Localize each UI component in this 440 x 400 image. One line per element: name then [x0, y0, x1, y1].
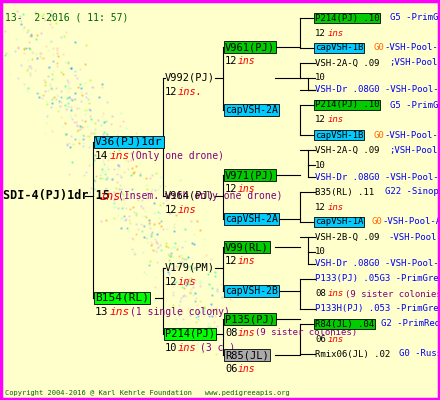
Text: B154(RL): B154(RL)	[95, 293, 149, 303]
Text: (9 sister colonies): (9 sister colonies)	[255, 328, 357, 338]
Text: ins: ins	[238, 364, 256, 374]
Text: capVSH-1B: capVSH-1B	[315, 130, 363, 140]
Text: ins: ins	[110, 307, 130, 317]
Text: 12: 12	[165, 205, 177, 215]
Text: G0: G0	[371, 218, 382, 226]
Text: ins: ins	[328, 334, 344, 344]
Text: 12: 12	[165, 87, 177, 97]
Text: VSH-2A-Q .09: VSH-2A-Q .09	[315, 58, 379, 68]
Text: ins.: ins.	[178, 87, 203, 97]
Text: V964(PJ): V964(PJ)	[165, 191, 215, 201]
Text: VSH-2B-Q .09: VSH-2B-Q .09	[315, 232, 379, 242]
Text: ins: ins	[328, 28, 344, 38]
Text: P214(PJ) .10: P214(PJ) .10	[315, 14, 379, 22]
Text: ins: ins	[328, 290, 344, 298]
Text: capVSH-2B: capVSH-2B	[225, 286, 278, 296]
Text: -VSH-Pool-AR: -VSH-Pool-AR	[388, 232, 440, 242]
Text: P214(PJ): P214(PJ)	[165, 329, 215, 339]
Text: P135(PJ): P135(PJ)	[225, 314, 275, 324]
Text: Rmix06(JL) .02: Rmix06(JL) .02	[315, 350, 390, 358]
Text: VSH-Dr .08G0 -VSH-Pool-AR: VSH-Dr .08G0 -VSH-Pool-AR	[315, 260, 440, 268]
Text: -VSH-Pool-AR: -VSH-Pool-AR	[382, 218, 440, 226]
Text: VSH-2A-Q .09: VSH-2A-Q .09	[315, 146, 379, 154]
Text: R84(JL) .04: R84(JL) .04	[315, 320, 374, 328]
Text: 12: 12	[315, 116, 326, 124]
Text: SDI-4(PJ)1dr 15: SDI-4(PJ)1dr 15	[3, 190, 110, 202]
Text: -VSH-Pool-AR: -VSH-Pool-AR	[384, 130, 440, 140]
Text: G0 -Russish: G0 -Russish	[399, 350, 440, 358]
Text: ins: ins	[178, 205, 197, 215]
Text: (9 sister colonies): (9 sister colonies)	[345, 290, 440, 298]
Text: 08: 08	[225, 328, 238, 338]
Text: ;VSH-Pool-AR: ;VSH-Pool-AR	[389, 146, 440, 154]
Text: ;VSH-Pool-AR: ;VSH-Pool-AR	[389, 58, 440, 68]
Text: ins: ins	[328, 202, 344, 212]
Text: ins: ins	[238, 184, 256, 194]
Text: ins: ins	[110, 151, 130, 161]
Text: ins: ins	[238, 256, 256, 266]
Text: (3 c.): (3 c.)	[200, 343, 235, 353]
Text: 10: 10	[315, 74, 326, 82]
Text: Copyright 2004-2016 @ Karl Kehrle Foundation   www.pedigreeapis.org: Copyright 2004-2016 @ Karl Kehrle Founda…	[5, 390, 290, 396]
Text: P214(PJ) .10: P214(PJ) .10	[315, 100, 379, 110]
Text: 14: 14	[95, 151, 109, 161]
Text: V992(PJ): V992(PJ)	[165, 73, 215, 83]
Text: P133(PJ) .05G3 -PrimGreen00: P133(PJ) .05G3 -PrimGreen00	[315, 274, 440, 284]
Text: (1 single colony): (1 single colony)	[130, 307, 230, 317]
Text: 12: 12	[225, 184, 238, 194]
Text: ins: ins	[238, 56, 256, 66]
Text: 12: 12	[225, 256, 238, 266]
Text: 13: 13	[95, 307, 109, 317]
Text: G5 -PrimGreen00: G5 -PrimGreen00	[390, 14, 440, 22]
Text: -VSH-Pool-AR: -VSH-Pool-AR	[384, 44, 440, 52]
Text: 10: 10	[315, 248, 326, 256]
Text: ins: ins	[100, 190, 121, 202]
Text: 12: 12	[315, 202, 326, 212]
Text: P133H(PJ) .053 -PrimGreen00: P133H(PJ) .053 -PrimGreen00	[315, 304, 440, 314]
Text: 12: 12	[315, 28, 326, 38]
Text: VSH-Dr .08G0 -VSH-Pool-AR: VSH-Dr .08G0 -VSH-Pool-AR	[315, 172, 440, 182]
Text: 12: 12	[165, 277, 177, 287]
Text: ins: ins	[328, 116, 344, 124]
Text: V961(PJ): V961(PJ)	[225, 42, 275, 52]
Text: 10: 10	[315, 160, 326, 170]
Text: R85(JL): R85(JL)	[225, 350, 269, 360]
Text: B35(RL) .11: B35(RL) .11	[315, 188, 374, 196]
Text: (Only one drone): (Only one drone)	[130, 151, 224, 161]
Text: capVSH-2A: capVSH-2A	[225, 105, 278, 115]
Text: 12: 12	[225, 56, 238, 66]
Text: ins: ins	[238, 328, 256, 338]
Text: 10: 10	[165, 343, 177, 353]
Text: capVSH-1A: capVSH-1A	[315, 218, 363, 226]
Text: capVSH-1B: capVSH-1B	[315, 44, 363, 52]
Text: V179(PM): V179(PM)	[165, 263, 215, 273]
Text: V971(PJ): V971(PJ)	[225, 170, 275, 180]
Text: capVSH-2A: capVSH-2A	[225, 214, 278, 224]
Text: (Insem. with only one drone): (Insem. with only one drone)	[118, 191, 282, 201]
Text: V36(PJ)1dr: V36(PJ)1dr	[95, 137, 162, 147]
Text: ins: ins	[178, 277, 197, 287]
Text: G5 -PrimGreen00: G5 -PrimGreen00	[390, 100, 440, 110]
Text: G2 -PrimRed01: G2 -PrimRed01	[381, 320, 440, 328]
Text: G22 -Sinop62R: G22 -Sinop62R	[385, 188, 440, 196]
Text: G0: G0	[373, 130, 384, 140]
Text: VSH-Dr .08G0 -VSH-Pool-AR: VSH-Dr .08G0 -VSH-Pool-AR	[315, 86, 440, 94]
Text: 06: 06	[315, 334, 326, 344]
Text: 08: 08	[315, 290, 326, 298]
Text: 06: 06	[225, 364, 238, 374]
Text: V99(RL): V99(RL)	[225, 242, 269, 252]
Text: 13-  2-2016 ( 11: 57): 13- 2-2016 ( 11: 57)	[5, 12, 128, 22]
Text: G0: G0	[373, 44, 384, 52]
Text: ins: ins	[178, 343, 197, 353]
